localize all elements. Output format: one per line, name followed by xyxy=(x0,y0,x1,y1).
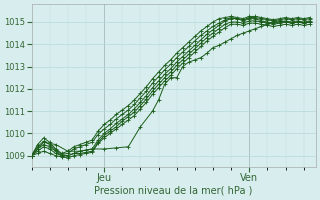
X-axis label: Pression niveau de la mer( hPa ): Pression niveau de la mer( hPa ) xyxy=(94,186,253,196)
